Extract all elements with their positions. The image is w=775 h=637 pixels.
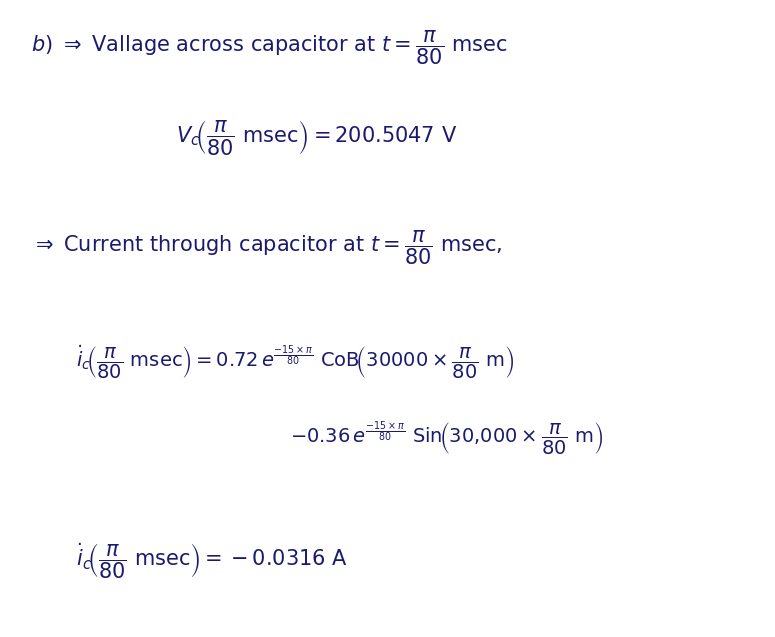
Text: $\dot{i}_c\!\left(\dfrac{\pi}{80}\ \mathrm{msec}\right) = -0.0316\ \mathrm{A}$: $\dot{i}_c\!\left(\dfrac{\pi}{80}\ \math… bbox=[76, 541, 348, 581]
Text: $V_c\!\left(\dfrac{\pi}{80}\ \mathrm{msec}\right) = 200.5047\ \mathrm{V}$: $V_c\!\left(\dfrac{\pi}{80}\ \mathrm{mse… bbox=[176, 118, 457, 157]
Text: $b)\ \Rightarrow\ \mathrm{Vallage\ across\ capacitor\ at}\ t = \dfrac{\pi}{80}\ : $b)\ \Rightarrow\ \mathrm{Vallage\ acros… bbox=[31, 29, 508, 68]
Text: $\dot{i}_c\!\left(\dfrac{\pi}{80}\ \mathrm{msec}\right) = 0.72\,e^{\frac{-15\tim: $\dot{i}_c\!\left(\dfrac{\pi}{80}\ \math… bbox=[76, 343, 515, 380]
Text: $-0.36\,e^{\frac{-15\times\pi}{80}}\ \mathrm{Sin}\!\left(30{,}000\times\dfrac{\p: $-0.36\,e^{\frac{-15\times\pi}{80}}\ \ma… bbox=[291, 419, 604, 458]
Text: $\Rightarrow\ \mathrm{Current\ through\ capacitor\ at}\ t = \dfrac{\pi}{80}\ \ma: $\Rightarrow\ \mathrm{Current\ through\ … bbox=[31, 228, 502, 266]
